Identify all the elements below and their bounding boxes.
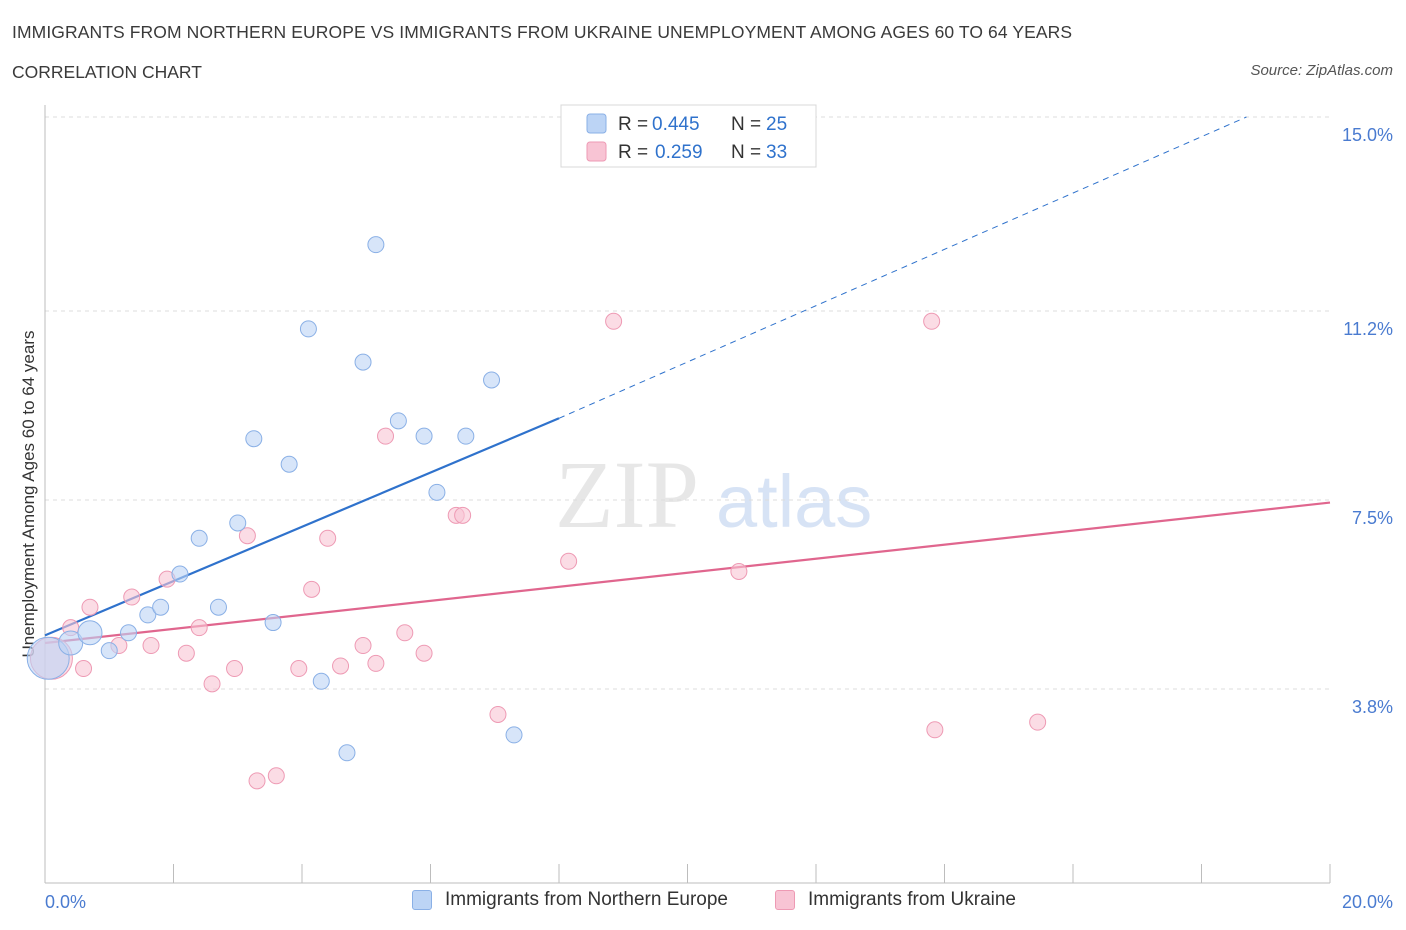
point-northern-europe <box>483 371 501 389</box>
legend-n-label-1: N = <box>731 114 761 135</box>
x-tick-label-max: 20.0% <box>1342 892 1393 912</box>
point-ukraine <box>142 637 160 655</box>
series-swatch-pink <box>775 890 795 910</box>
legend-r-value-2: 0.259 <box>655 142 703 163</box>
chart-subtitle: CORRELATION CHART <box>12 62 202 82</box>
legend-n-value-2: 33 <box>766 142 787 163</box>
y-tick-labels: 3.8% 7.5% 11.2% 15.0% <box>1342 125 1393 717</box>
point-ukraine <box>489 705 507 723</box>
point-northern-europe <box>312 672 330 690</box>
trend-line-northern-europe <box>44 417 560 637</box>
point-northern-europe <box>299 320 317 338</box>
chart-title: IMMIGRANTS FROM NORTHERN EUROPE VS IMMIG… <box>12 22 1073 42</box>
legend-swatch-pink <box>586 141 607 162</box>
point-northern-europe <box>139 606 157 624</box>
point-northern-europe <box>190 529 208 547</box>
point-ukraine <box>123 588 141 606</box>
point-ukraine <box>226 660 244 678</box>
point-ukraine <box>81 598 99 616</box>
series-legend-northern-europe: Immigrants from Northern Europe <box>412 889 728 911</box>
point-northern-europe <box>209 598 227 616</box>
point-northern-europe <box>367 236 385 254</box>
point-northern-europe <box>505 726 523 744</box>
trend-line-ukraine <box>44 501 1331 645</box>
point-northern-europe <box>77 620 103 646</box>
point-ukraine <box>605 312 623 330</box>
point-northern-europe <box>229 514 247 532</box>
point-ukraine <box>203 675 221 693</box>
y-tick-label: 15.0% <box>1342 125 1393 145</box>
x-tick-label-min: 0.0% <box>45 892 86 912</box>
point-northern-europe <box>264 614 282 632</box>
trend-lines <box>44 116 1331 645</box>
point-ukraine <box>75 660 93 678</box>
point-northern-europe <box>245 430 263 448</box>
y-axis-title: Unemployment Among Ages 60 to 64 years <box>19 331 38 658</box>
point-ukraine <box>238 527 256 545</box>
trend-line-northern-europe-extension <box>558 116 1247 419</box>
series-legend-ukraine: Immigrants from Ukraine <box>775 889 1016 911</box>
point-ukraine <box>560 552 578 570</box>
legend-n-label-2: N = <box>731 142 761 163</box>
point-northern-europe <box>354 353 372 371</box>
axes <box>44 105 1331 884</box>
point-ukraine <box>190 619 208 637</box>
gridlines <box>45 116 1330 690</box>
point-ukraine <box>730 562 748 580</box>
watermark: ZIP atlas <box>555 441 872 548</box>
source-credit: Source: ZipAtlas.com <box>1250 62 1393 79</box>
point-ukraine <box>303 580 321 598</box>
series-label-northern-europe: Immigrants from Northern Europe <box>445 889 728 910</box>
legend-r-label-1: R = <box>618 114 648 135</box>
point-northern-europe <box>415 427 433 445</box>
stats-legend: R = 0.445 N = 25 R = 0.259 N = 33 <box>560 104 817 168</box>
point-ukraine <box>926 721 944 739</box>
point-ukraine <box>267 767 285 785</box>
point-northern-europe <box>152 598 170 616</box>
y-tick-label: 11.2% <box>1343 319 1393 339</box>
series-label-ukraine: Immigrants from Ukraine <box>808 889 1016 910</box>
point-northern-europe <box>457 427 475 445</box>
legend-r-value-1: 0.445 <box>652 114 700 135</box>
point-ukraine <box>415 644 433 662</box>
point-northern-europe <box>428 483 446 501</box>
point-ukraine <box>923 312 941 330</box>
point-ukraine <box>319 529 337 547</box>
point-ukraine <box>377 427 395 445</box>
point-northern-europe <box>171 565 189 583</box>
legend-swatch-blue <box>586 113 607 134</box>
series-swatch-blue <box>412 890 432 910</box>
point-northern-europe <box>26 636 70 680</box>
point-ukraine <box>332 657 350 675</box>
legend-r-label-2: R = <box>618 142 648 163</box>
point-northern-europe <box>120 624 138 642</box>
y-tick-label: 7.5% <box>1352 508 1393 528</box>
point-ukraine <box>396 624 414 642</box>
point-ukraine <box>454 506 472 524</box>
y-tick-label: 3.8% <box>1352 697 1393 717</box>
point-northern-europe <box>280 455 298 473</box>
point-northern-europe <box>338 744 356 762</box>
x-tick-labels: 0.0% 20.0% <box>45 892 1393 912</box>
watermark-zip: ZIP <box>555 441 699 548</box>
legend-n-value-1: 25 <box>766 114 787 135</box>
point-ukraine <box>290 660 308 678</box>
point-northern-europe <box>389 412 407 430</box>
point-ukraine <box>177 644 195 662</box>
point-ukraine <box>367 654 385 672</box>
point-ukraine <box>248 772 266 790</box>
data-points <box>26 236 1047 790</box>
watermark-atlas: atlas <box>716 460 872 543</box>
point-northern-europe <box>100 642 118 660</box>
point-northern-europe <box>58 630 84 656</box>
point-ukraine <box>354 637 372 655</box>
point-ukraine <box>1029 713 1047 731</box>
